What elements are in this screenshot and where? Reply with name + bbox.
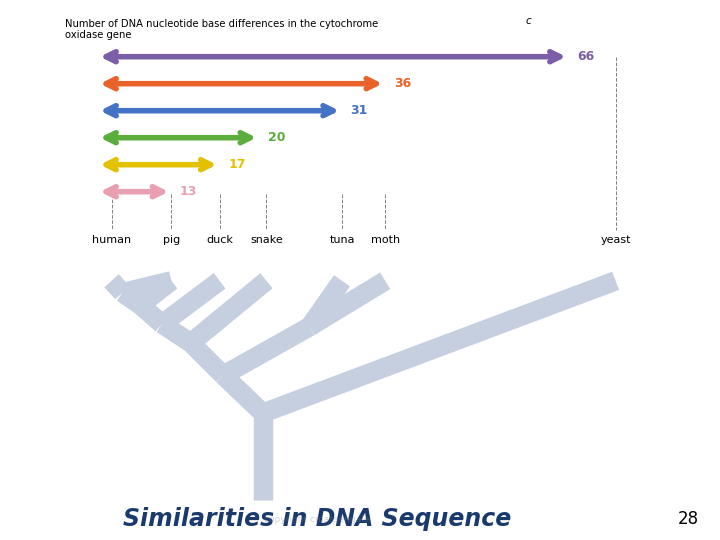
Text: tuna: tuna xyxy=(329,235,355,245)
Text: 28: 28 xyxy=(678,510,698,529)
Text: 20: 20 xyxy=(268,131,285,144)
Text: snake: snake xyxy=(250,235,283,245)
Text: 31: 31 xyxy=(351,104,368,117)
Text: Number of DNA nucleotide base differences in the cytochrome
oxidase gene: Number of DNA nucleotide base difference… xyxy=(65,19,378,40)
Text: human: human xyxy=(92,235,131,245)
Text: duck: duck xyxy=(206,235,233,245)
Text: 36: 36 xyxy=(394,77,411,90)
Text: yeast: yeast xyxy=(600,235,631,245)
Text: 13: 13 xyxy=(180,185,197,198)
Text: 17: 17 xyxy=(228,158,246,171)
Text: Similarities in DNA Sequence: Similarities in DNA Sequence xyxy=(122,508,511,531)
Text: 66: 66 xyxy=(577,50,595,63)
Text: copyright cmassengale: copyright cmassengale xyxy=(264,515,369,524)
Text: c: c xyxy=(526,16,531,26)
Text: pig: pig xyxy=(163,235,180,245)
Text: moth: moth xyxy=(371,235,400,245)
